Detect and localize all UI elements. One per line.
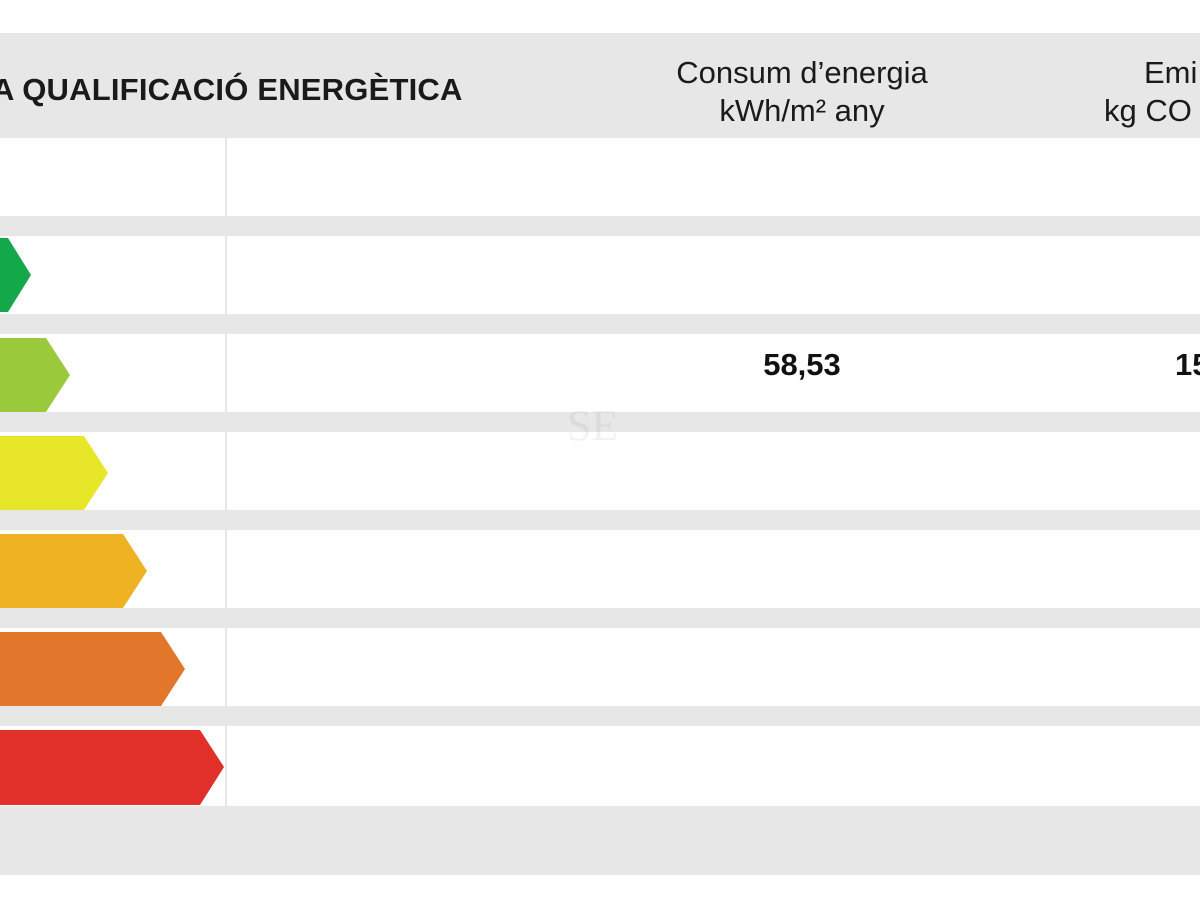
rating-arrow-b (0, 238, 31, 312)
watermark-logo: SE (567, 401, 619, 450)
rating-row-a (0, 138, 1200, 216)
rating-cell (0, 138, 225, 216)
energy-column-label: Consum d’energia (676, 55, 928, 90)
rating-row-g (0, 726, 1200, 806)
emission-column-label: Emi (1144, 55, 1198, 90)
value-cell (227, 530, 1200, 608)
rating-row-b (0, 236, 1200, 314)
rating-arrow-e (0, 534, 147, 608)
rating-arrow-g (0, 730, 224, 805)
rating-arrow-f (0, 632, 185, 706)
emission-column-header: Emi kg CO (1104, 54, 1197, 130)
rating-arrow-c (0, 338, 70, 412)
rating-row-c: 58,53 15 (0, 334, 1200, 412)
rating-row-d (0, 432, 1200, 510)
value-cell (227, 236, 1200, 314)
energy-value: 58,53 (763, 347, 841, 382)
emission-value: 15 (1175, 347, 1200, 382)
value-cell (227, 628, 1200, 706)
energy-column-unit: kWh/m² any (719, 93, 885, 128)
rating-cell (0, 236, 225, 314)
value-cell (227, 138, 1200, 216)
rating-title: A QUALIFICACIÓ ENERGÈTICA (0, 72, 463, 107)
value-cell (227, 334, 1200, 412)
rating-row-e (0, 530, 1200, 608)
rating-row-f (0, 628, 1200, 706)
value-cell (227, 432, 1200, 510)
value-cell (227, 726, 1200, 806)
emission-column-unit: kg CO (1104, 93, 1192, 128)
rating-arrow-d (0, 436, 108, 510)
energy-column-header: Consum d’energia kWh/m² any (652, 54, 952, 130)
